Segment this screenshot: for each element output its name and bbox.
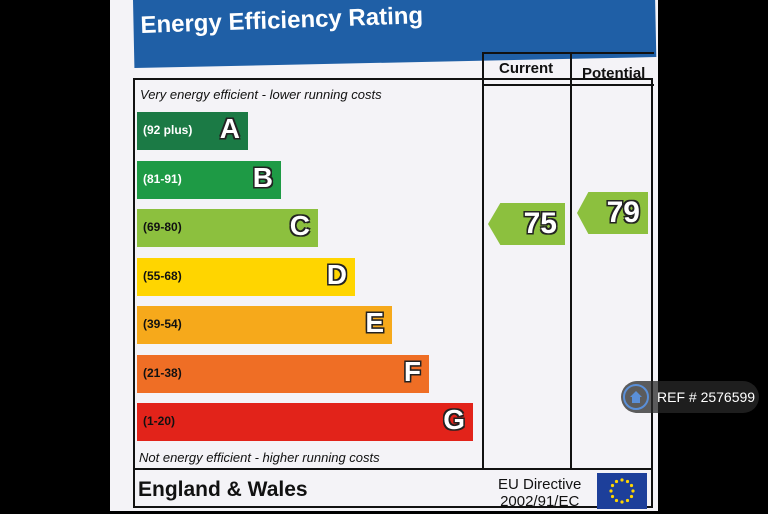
band-d: (55-68) D [137,257,355,296]
top-caption: Very energy efficient - lower running co… [140,87,382,102]
band-b: (81-91) B [137,160,281,199]
column-divider-current [482,52,484,470]
header-top-line [482,52,654,54]
current-rating-arrow: 75 [488,203,565,245]
directive-line-1: EU Directive [498,476,582,493]
band-range-label: (81-91) [143,171,182,186]
potential-header: Potential [582,65,646,82]
home-icon [623,384,649,410]
band-range-label: (69-80) [143,220,182,234]
ref-text: REF # 2576599 [657,389,756,405]
band-letter: G [443,404,465,435]
band-letter: A [219,113,240,144]
region-label: England & Wales [138,478,308,501]
band-range-label: (92 plus) [143,123,193,137]
band-letter: C [289,210,310,241]
band-c: (69-80) C [137,209,318,247]
band-range-label: (1-20) [143,414,176,428]
current-header: Current [499,60,554,77]
band-a: (92 plus) A [137,112,248,150]
column-divider-potential [570,52,572,470]
potential-rating-value: 79 [606,196,640,229]
potential-rating-arrow: 79 [577,192,648,234]
eu-flag-icon [597,473,647,509]
band-range-label: (55-68) [143,268,182,283]
band-g: (1-20) G [137,403,473,441]
ref-badge: REF # 2576599 [621,381,759,413]
band-letter: F [403,355,421,387]
band-range-label: (21-38) [143,365,182,380]
band-letter: E [365,307,384,338]
band-e: (39-54) E [137,306,392,344]
band-letter: D [326,258,347,290]
footer-line [133,468,653,470]
eu-directive: EU Directive 2002/91/EC [498,476,581,510]
band-range-label: (39-54) [143,317,182,331]
band-f: (21-38) F [137,354,429,393]
header-bottom-line [482,84,654,86]
directive-line-2: 2002/91/EC [500,493,580,510]
band-letter: B [252,161,273,193]
current-rating-value: 75 [523,207,557,240]
chart-frame [133,78,653,508]
bottom-caption: Not energy efficient - higher running co… [139,450,380,465]
